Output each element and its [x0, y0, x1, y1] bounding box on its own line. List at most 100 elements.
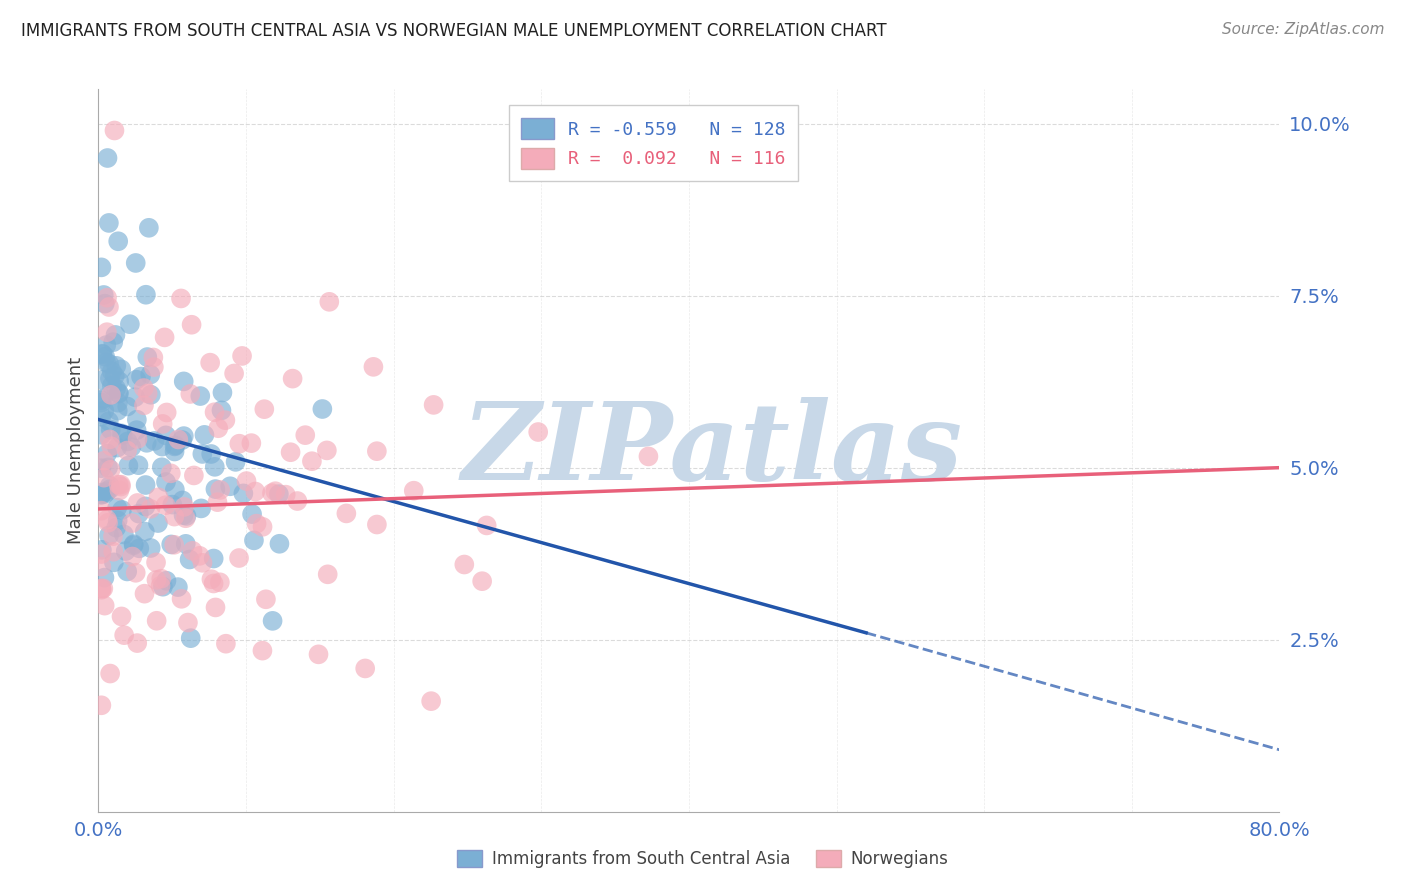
- Point: [125, 566, 148, 580]
- Y-axis label: Male Unemployment: Male Unemployment: [66, 357, 84, 544]
- Point: [174, 511, 197, 525]
- Point: [112, 527, 135, 541]
- Point: [190, 501, 212, 516]
- Point: [90, 582, 112, 597]
- Point: [110, 609, 132, 624]
- Point: [132, 398, 155, 412]
- Point: [107, 477, 129, 491]
- Point: [254, 592, 277, 607]
- Point: [471, 574, 494, 589]
- Point: [211, 403, 233, 417]
- Point: [117, 458, 139, 473]
- Point: [145, 614, 167, 628]
- Point: [121, 549, 143, 564]
- Point: [93, 288, 115, 302]
- Point: [91, 392, 114, 406]
- Point: [208, 575, 231, 590]
- Point: [90, 395, 112, 409]
- Point: [125, 373, 148, 387]
- Point: [179, 552, 201, 566]
- Point: [173, 375, 195, 389]
- Point: [193, 428, 215, 442]
- Point: [150, 572, 173, 586]
- Point: [93, 571, 115, 585]
- Point: [111, 503, 134, 517]
- Point: [90, 427, 112, 442]
- Point: [135, 478, 157, 492]
- Point: [420, 694, 443, 708]
- Point: [145, 555, 167, 569]
- Point: [200, 572, 222, 586]
- Point: [93, 454, 115, 468]
- Point: [318, 294, 340, 309]
- Point: [149, 579, 172, 593]
- Point: [228, 551, 250, 566]
- Point: [127, 636, 149, 650]
- Point: [100, 388, 122, 402]
- Point: [183, 468, 205, 483]
- Point: [107, 403, 129, 417]
- Point: [316, 567, 339, 582]
- Point: [128, 507, 150, 521]
- Point: [101, 378, 124, 392]
- Point: [90, 503, 112, 517]
- Point: [152, 580, 174, 594]
- Point: [127, 458, 149, 473]
- Point: [143, 434, 166, 448]
- Point: [180, 631, 202, 645]
- Point: [173, 500, 195, 514]
- Point: [267, 487, 290, 501]
- Point: [104, 327, 127, 342]
- Point: [129, 369, 152, 384]
- Point: [127, 432, 149, 446]
- Point: [159, 467, 181, 481]
- Point: [98, 371, 121, 385]
- Point: [204, 600, 226, 615]
- Point: [204, 405, 226, 419]
- Point: [198, 356, 221, 370]
- Point: [253, 402, 276, 417]
- Point: [252, 643, 274, 657]
- Point: [142, 351, 165, 365]
- Point: [219, 479, 242, 493]
- Point: [135, 435, 157, 450]
- Point: [422, 398, 444, 412]
- Point: [100, 423, 122, 437]
- Point: [121, 516, 143, 530]
- Point: [93, 403, 115, 417]
- Point: [160, 537, 183, 551]
- Point: [363, 359, 385, 374]
- Point: [96, 151, 118, 165]
- Point: [103, 555, 125, 569]
- Point: [146, 516, 169, 530]
- Point: [108, 375, 131, 389]
- Point: [110, 479, 132, 493]
- Point: [98, 433, 121, 447]
- Point: [150, 440, 173, 454]
- Point: [152, 417, 174, 431]
- Point: [98, 482, 121, 496]
- Point: [335, 507, 357, 521]
- Point: [93, 470, 115, 484]
- Point: [153, 330, 176, 344]
- Point: [111, 428, 134, 442]
- Point: [202, 576, 225, 591]
- Point: [107, 385, 129, 400]
- Point: [97, 414, 120, 428]
- Point: [101, 529, 124, 543]
- Point: [139, 368, 162, 382]
- Point: [91, 347, 114, 361]
- Point: [94, 486, 117, 500]
- Point: [181, 544, 204, 558]
- Point: [191, 556, 214, 570]
- Point: [91, 373, 114, 387]
- Point: [100, 439, 122, 453]
- Point: [232, 486, 254, 500]
- Point: [163, 439, 186, 453]
- Point: [110, 426, 132, 441]
- Point: [90, 542, 112, 557]
- Point: [97, 460, 120, 475]
- Point: [90, 461, 112, 475]
- Point: [124, 390, 146, 404]
- Point: [90, 393, 112, 408]
